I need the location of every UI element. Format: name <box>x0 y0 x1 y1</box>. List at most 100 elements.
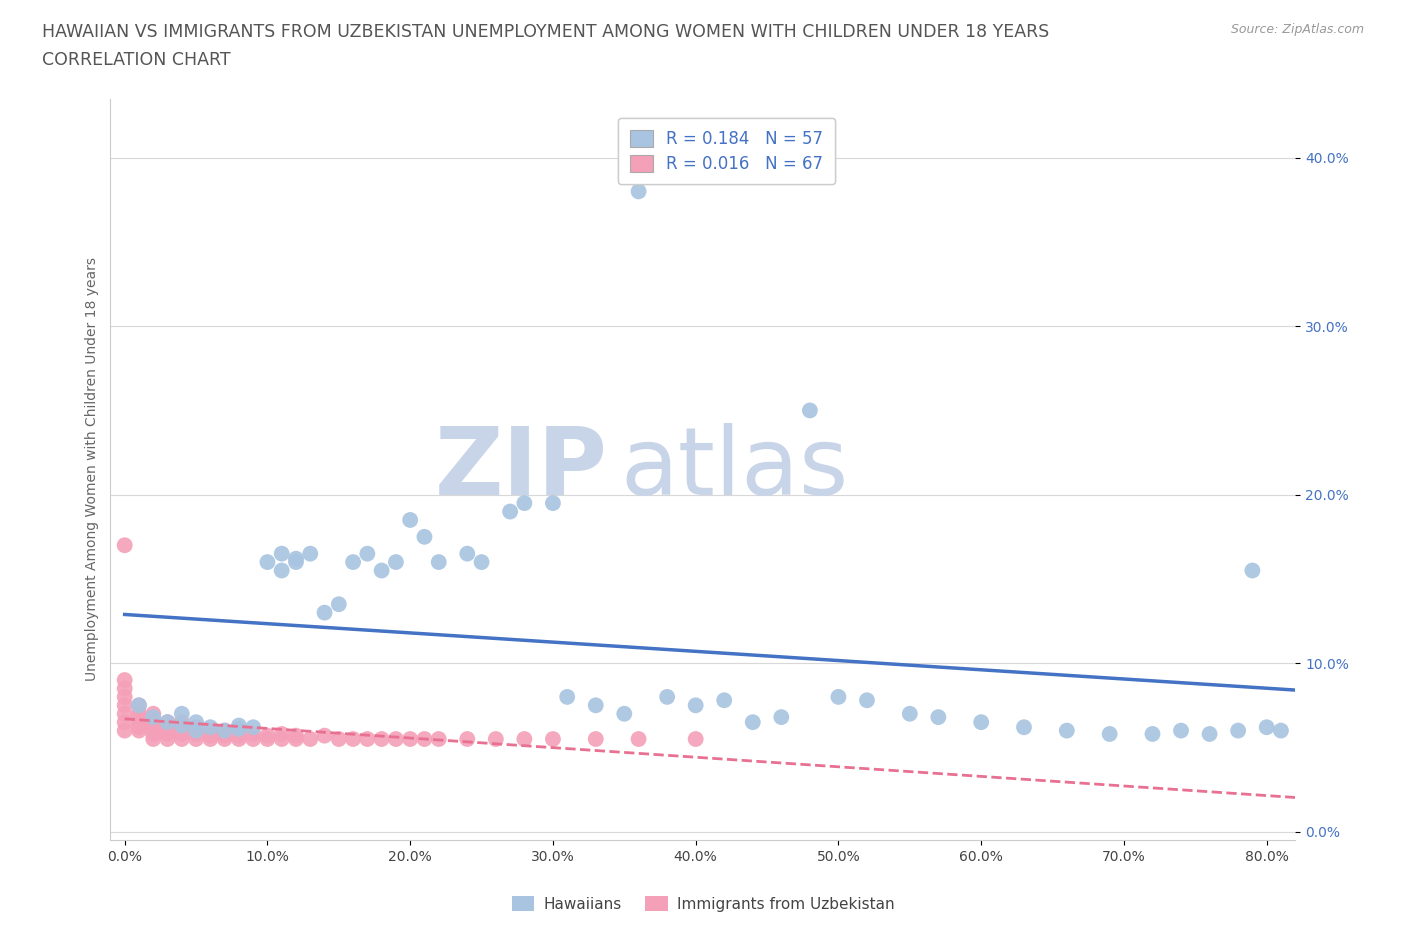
Point <box>385 732 408 747</box>
Point <box>242 720 264 735</box>
Point <box>184 724 207 738</box>
Point <box>585 732 607 747</box>
Point <box>200 724 222 738</box>
Point <box>200 732 222 747</box>
Point <box>413 732 436 747</box>
Point <box>555 689 578 704</box>
Point <box>328 732 350 747</box>
Point <box>156 715 179 730</box>
Point <box>513 496 536 511</box>
Point <box>228 718 250 733</box>
Point <box>142 710 165 724</box>
Point <box>1142 726 1164 741</box>
Point <box>142 720 165 735</box>
Point <box>114 681 136 696</box>
Point <box>228 724 250 738</box>
Point <box>585 698 607 712</box>
Point <box>170 715 193 730</box>
Point <box>370 563 392 578</box>
Point <box>184 732 207 747</box>
Point <box>713 693 735 708</box>
Point <box>1256 720 1278 735</box>
Point <box>385 554 408 569</box>
Point <box>471 554 494 569</box>
Point <box>356 546 378 561</box>
Point <box>741 715 763 730</box>
Point <box>214 724 236 738</box>
Point <box>314 605 336 620</box>
Point <box>142 732 165 747</box>
Point <box>685 732 707 747</box>
Point <box>799 403 821 418</box>
Legend: R = 0.184   N = 57, R = 0.016   N = 67: R = 0.184 N = 57, R = 0.016 N = 67 <box>619 118 835 184</box>
Point <box>485 732 508 747</box>
Point <box>427 554 450 569</box>
Point <box>685 698 707 712</box>
Point <box>1198 726 1220 741</box>
Point <box>170 724 193 738</box>
Point <box>427 732 450 747</box>
Point <box>114 672 136 687</box>
Point <box>184 715 207 730</box>
Point <box>114 715 136 730</box>
Point <box>242 726 264 741</box>
Point <box>156 720 179 735</box>
Point <box>128 720 150 735</box>
Point <box>356 732 378 747</box>
Point <box>256 732 278 747</box>
Point <box>256 554 278 569</box>
Text: atlas: atlas <box>620 423 848 515</box>
Text: Source: ZipAtlas.com: Source: ZipAtlas.com <box>1230 23 1364 36</box>
Point <box>970 715 993 730</box>
Point <box>285 732 308 747</box>
Point <box>927 710 949 724</box>
Point <box>370 732 392 747</box>
Point <box>170 732 193 747</box>
Point <box>170 706 193 721</box>
Point <box>214 724 236 738</box>
Point <box>827 689 849 704</box>
Point <box>128 698 150 712</box>
Point <box>200 728 222 743</box>
Point <box>655 689 678 704</box>
Point <box>170 726 193 741</box>
Point <box>1170 724 1192 738</box>
Point <box>184 726 207 741</box>
Point <box>627 184 650 199</box>
Point <box>156 726 179 741</box>
Point <box>1098 726 1121 741</box>
Point <box>270 563 292 578</box>
Point <box>242 732 264 747</box>
Point <box>541 496 564 511</box>
Point <box>270 726 292 741</box>
Point <box>170 718 193 733</box>
Point <box>114 689 136 704</box>
Point <box>200 720 222 735</box>
Point <box>142 715 165 730</box>
Point <box>285 551 308 566</box>
Point <box>270 732 292 747</box>
Point <box>541 732 564 747</box>
Point <box>513 732 536 747</box>
Point <box>114 538 136 552</box>
Point <box>228 732 250 747</box>
Point <box>342 732 364 747</box>
Point <box>142 726 165 741</box>
Point <box>898 706 921 721</box>
Point <box>142 706 165 721</box>
Point <box>128 715 150 730</box>
Point <box>228 722 250 737</box>
Point <box>314 728 336 743</box>
Y-axis label: Unemployment Among Women with Children Under 18 years: Unemployment Among Women with Children U… <box>86 258 100 682</box>
Point <box>228 728 250 743</box>
Text: ZIP: ZIP <box>436 423 607 515</box>
Point <box>114 706 136 721</box>
Point <box>128 710 150 724</box>
Point <box>184 720 207 735</box>
Point <box>499 504 522 519</box>
Point <box>1227 724 1250 738</box>
Point <box>114 724 136 738</box>
Point <box>399 512 422 527</box>
Point <box>399 732 422 747</box>
Point <box>142 724 165 738</box>
